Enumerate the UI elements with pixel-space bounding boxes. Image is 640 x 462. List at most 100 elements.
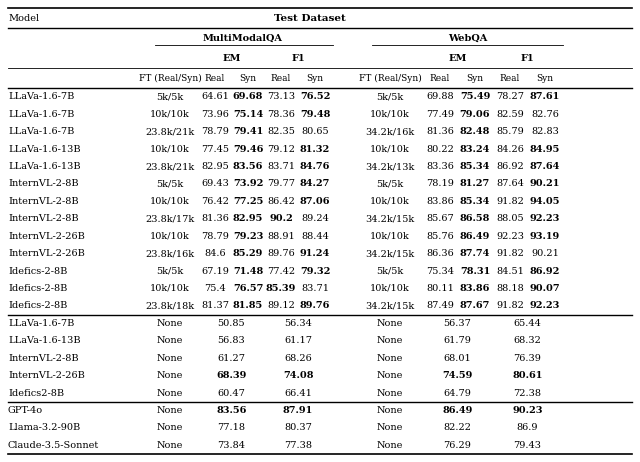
Text: None: None xyxy=(377,336,403,345)
Text: 85.76: 85.76 xyxy=(426,232,454,241)
Text: 92.23: 92.23 xyxy=(496,232,524,241)
Text: 82.95: 82.95 xyxy=(201,162,229,171)
Text: 91.82: 91.82 xyxy=(496,249,524,258)
Text: 23.8k/16k: 23.8k/16k xyxy=(145,249,195,258)
Text: 92.23: 92.23 xyxy=(530,301,560,310)
Text: 78.36: 78.36 xyxy=(267,110,295,119)
Text: 94.05: 94.05 xyxy=(530,197,560,206)
Text: 73.13: 73.13 xyxy=(267,92,295,101)
Text: 5k/5k: 5k/5k xyxy=(376,267,404,275)
Text: LLaVa-1.6-13B: LLaVa-1.6-13B xyxy=(8,336,81,345)
Text: 80.65: 80.65 xyxy=(301,127,329,136)
Text: 87.64: 87.64 xyxy=(496,179,524,188)
Text: 69.88: 69.88 xyxy=(426,92,454,101)
Text: 88.18: 88.18 xyxy=(496,284,524,293)
Text: 88.91: 88.91 xyxy=(267,232,295,241)
Text: 78.79: 78.79 xyxy=(201,232,229,241)
Text: 90.2: 90.2 xyxy=(269,214,293,223)
Text: 71.48: 71.48 xyxy=(233,267,263,275)
Text: 79.12: 79.12 xyxy=(267,145,295,154)
Text: 10k/10k: 10k/10k xyxy=(150,284,190,293)
Text: InternVL-2-26B: InternVL-2-26B xyxy=(8,249,85,258)
Text: 83.36: 83.36 xyxy=(426,162,454,171)
Text: F1: F1 xyxy=(291,54,305,62)
Text: 34.2k/15k: 34.2k/15k xyxy=(365,301,415,310)
Text: Real: Real xyxy=(271,73,291,83)
Text: 65.44: 65.44 xyxy=(513,319,541,328)
Text: 67.19: 67.19 xyxy=(201,267,229,275)
Text: InternVL-2-8B: InternVL-2-8B xyxy=(8,214,79,223)
Text: 66.41: 66.41 xyxy=(284,389,312,397)
Text: None: None xyxy=(377,354,403,363)
Text: None: None xyxy=(377,406,403,415)
Text: 86.58: 86.58 xyxy=(460,214,490,223)
Text: EM: EM xyxy=(448,54,467,62)
Text: 82.76: 82.76 xyxy=(531,110,559,119)
Text: 82.95: 82.95 xyxy=(233,214,263,223)
Text: 91.82: 91.82 xyxy=(496,197,524,206)
Text: 86.42: 86.42 xyxy=(267,197,295,206)
Text: 86.92: 86.92 xyxy=(530,267,560,275)
Text: 80.37: 80.37 xyxy=(284,423,312,432)
Text: 23.8k/21k: 23.8k/21k xyxy=(145,127,195,136)
Text: 77.42: 77.42 xyxy=(267,267,295,275)
Text: None: None xyxy=(157,371,183,380)
Text: 81.36: 81.36 xyxy=(201,214,229,223)
Text: 81.32: 81.32 xyxy=(300,145,330,154)
Text: 73.96: 73.96 xyxy=(201,110,229,119)
Text: None: None xyxy=(377,423,403,432)
Text: 86.9: 86.9 xyxy=(516,423,538,432)
Text: 93.19: 93.19 xyxy=(530,232,560,241)
Text: 83.24: 83.24 xyxy=(460,145,490,154)
Text: 83.86: 83.86 xyxy=(426,197,454,206)
Text: Real: Real xyxy=(205,73,225,83)
Text: 50.85: 50.85 xyxy=(218,319,245,328)
Text: 5k/5k: 5k/5k xyxy=(376,92,404,101)
Text: 23.8k/18k: 23.8k/18k xyxy=(145,301,195,310)
Text: 56.83: 56.83 xyxy=(218,336,245,345)
Text: 61.17: 61.17 xyxy=(284,336,312,345)
Text: 89.76: 89.76 xyxy=(300,301,330,310)
Text: 87.64: 87.64 xyxy=(530,162,560,171)
Text: 81.85: 81.85 xyxy=(233,301,263,310)
Text: 90.23: 90.23 xyxy=(512,406,543,415)
Text: InternVL-2-26B: InternVL-2-26B xyxy=(8,371,85,380)
Text: 84.26: 84.26 xyxy=(496,145,524,154)
Text: 90.21: 90.21 xyxy=(531,249,559,258)
Text: 5k/5k: 5k/5k xyxy=(156,92,184,101)
Text: 61.27: 61.27 xyxy=(218,354,246,363)
Text: InternVL-2-26B: InternVL-2-26B xyxy=(8,232,85,241)
Text: 73.84: 73.84 xyxy=(218,441,246,450)
Text: Idefics-2-8B: Idefics-2-8B xyxy=(8,301,67,310)
Text: 83.56: 83.56 xyxy=(233,162,263,171)
Text: 68.39: 68.39 xyxy=(216,371,246,380)
Text: 82.83: 82.83 xyxy=(531,127,559,136)
Text: 85.34: 85.34 xyxy=(460,162,490,171)
Text: 81.36: 81.36 xyxy=(426,127,454,136)
Text: 34.2k/15k: 34.2k/15k xyxy=(365,214,415,223)
Text: 87.61: 87.61 xyxy=(530,92,560,101)
Text: 83.71: 83.71 xyxy=(301,284,329,293)
Text: 10k/10k: 10k/10k xyxy=(150,145,190,154)
Text: 80.22: 80.22 xyxy=(426,145,454,154)
Text: 10k/10k: 10k/10k xyxy=(150,197,190,206)
Text: 88.44: 88.44 xyxy=(301,232,329,241)
Text: FT (Real/Syn): FT (Real/Syn) xyxy=(139,73,202,83)
Text: GPT-4o: GPT-4o xyxy=(8,406,43,415)
Text: 79.06: 79.06 xyxy=(460,110,490,119)
Text: 74.08: 74.08 xyxy=(283,371,313,380)
Text: 81.37: 81.37 xyxy=(201,301,229,310)
Text: 77.18: 77.18 xyxy=(218,423,246,432)
Text: 34.2k/15k: 34.2k/15k xyxy=(365,249,415,258)
Text: 86.36: 86.36 xyxy=(426,249,454,258)
Text: None: None xyxy=(157,389,183,397)
Text: 79.43: 79.43 xyxy=(513,441,541,450)
Text: 81.27: 81.27 xyxy=(460,179,490,188)
Text: Syn: Syn xyxy=(239,73,257,83)
Text: 83.56: 83.56 xyxy=(216,406,246,415)
Text: Idefics2-8B: Idefics2-8B xyxy=(8,389,64,397)
Text: 91.82: 91.82 xyxy=(496,301,524,310)
Text: 76.52: 76.52 xyxy=(300,92,330,101)
Text: 84.27: 84.27 xyxy=(300,179,330,188)
Text: 85.34: 85.34 xyxy=(460,197,490,206)
